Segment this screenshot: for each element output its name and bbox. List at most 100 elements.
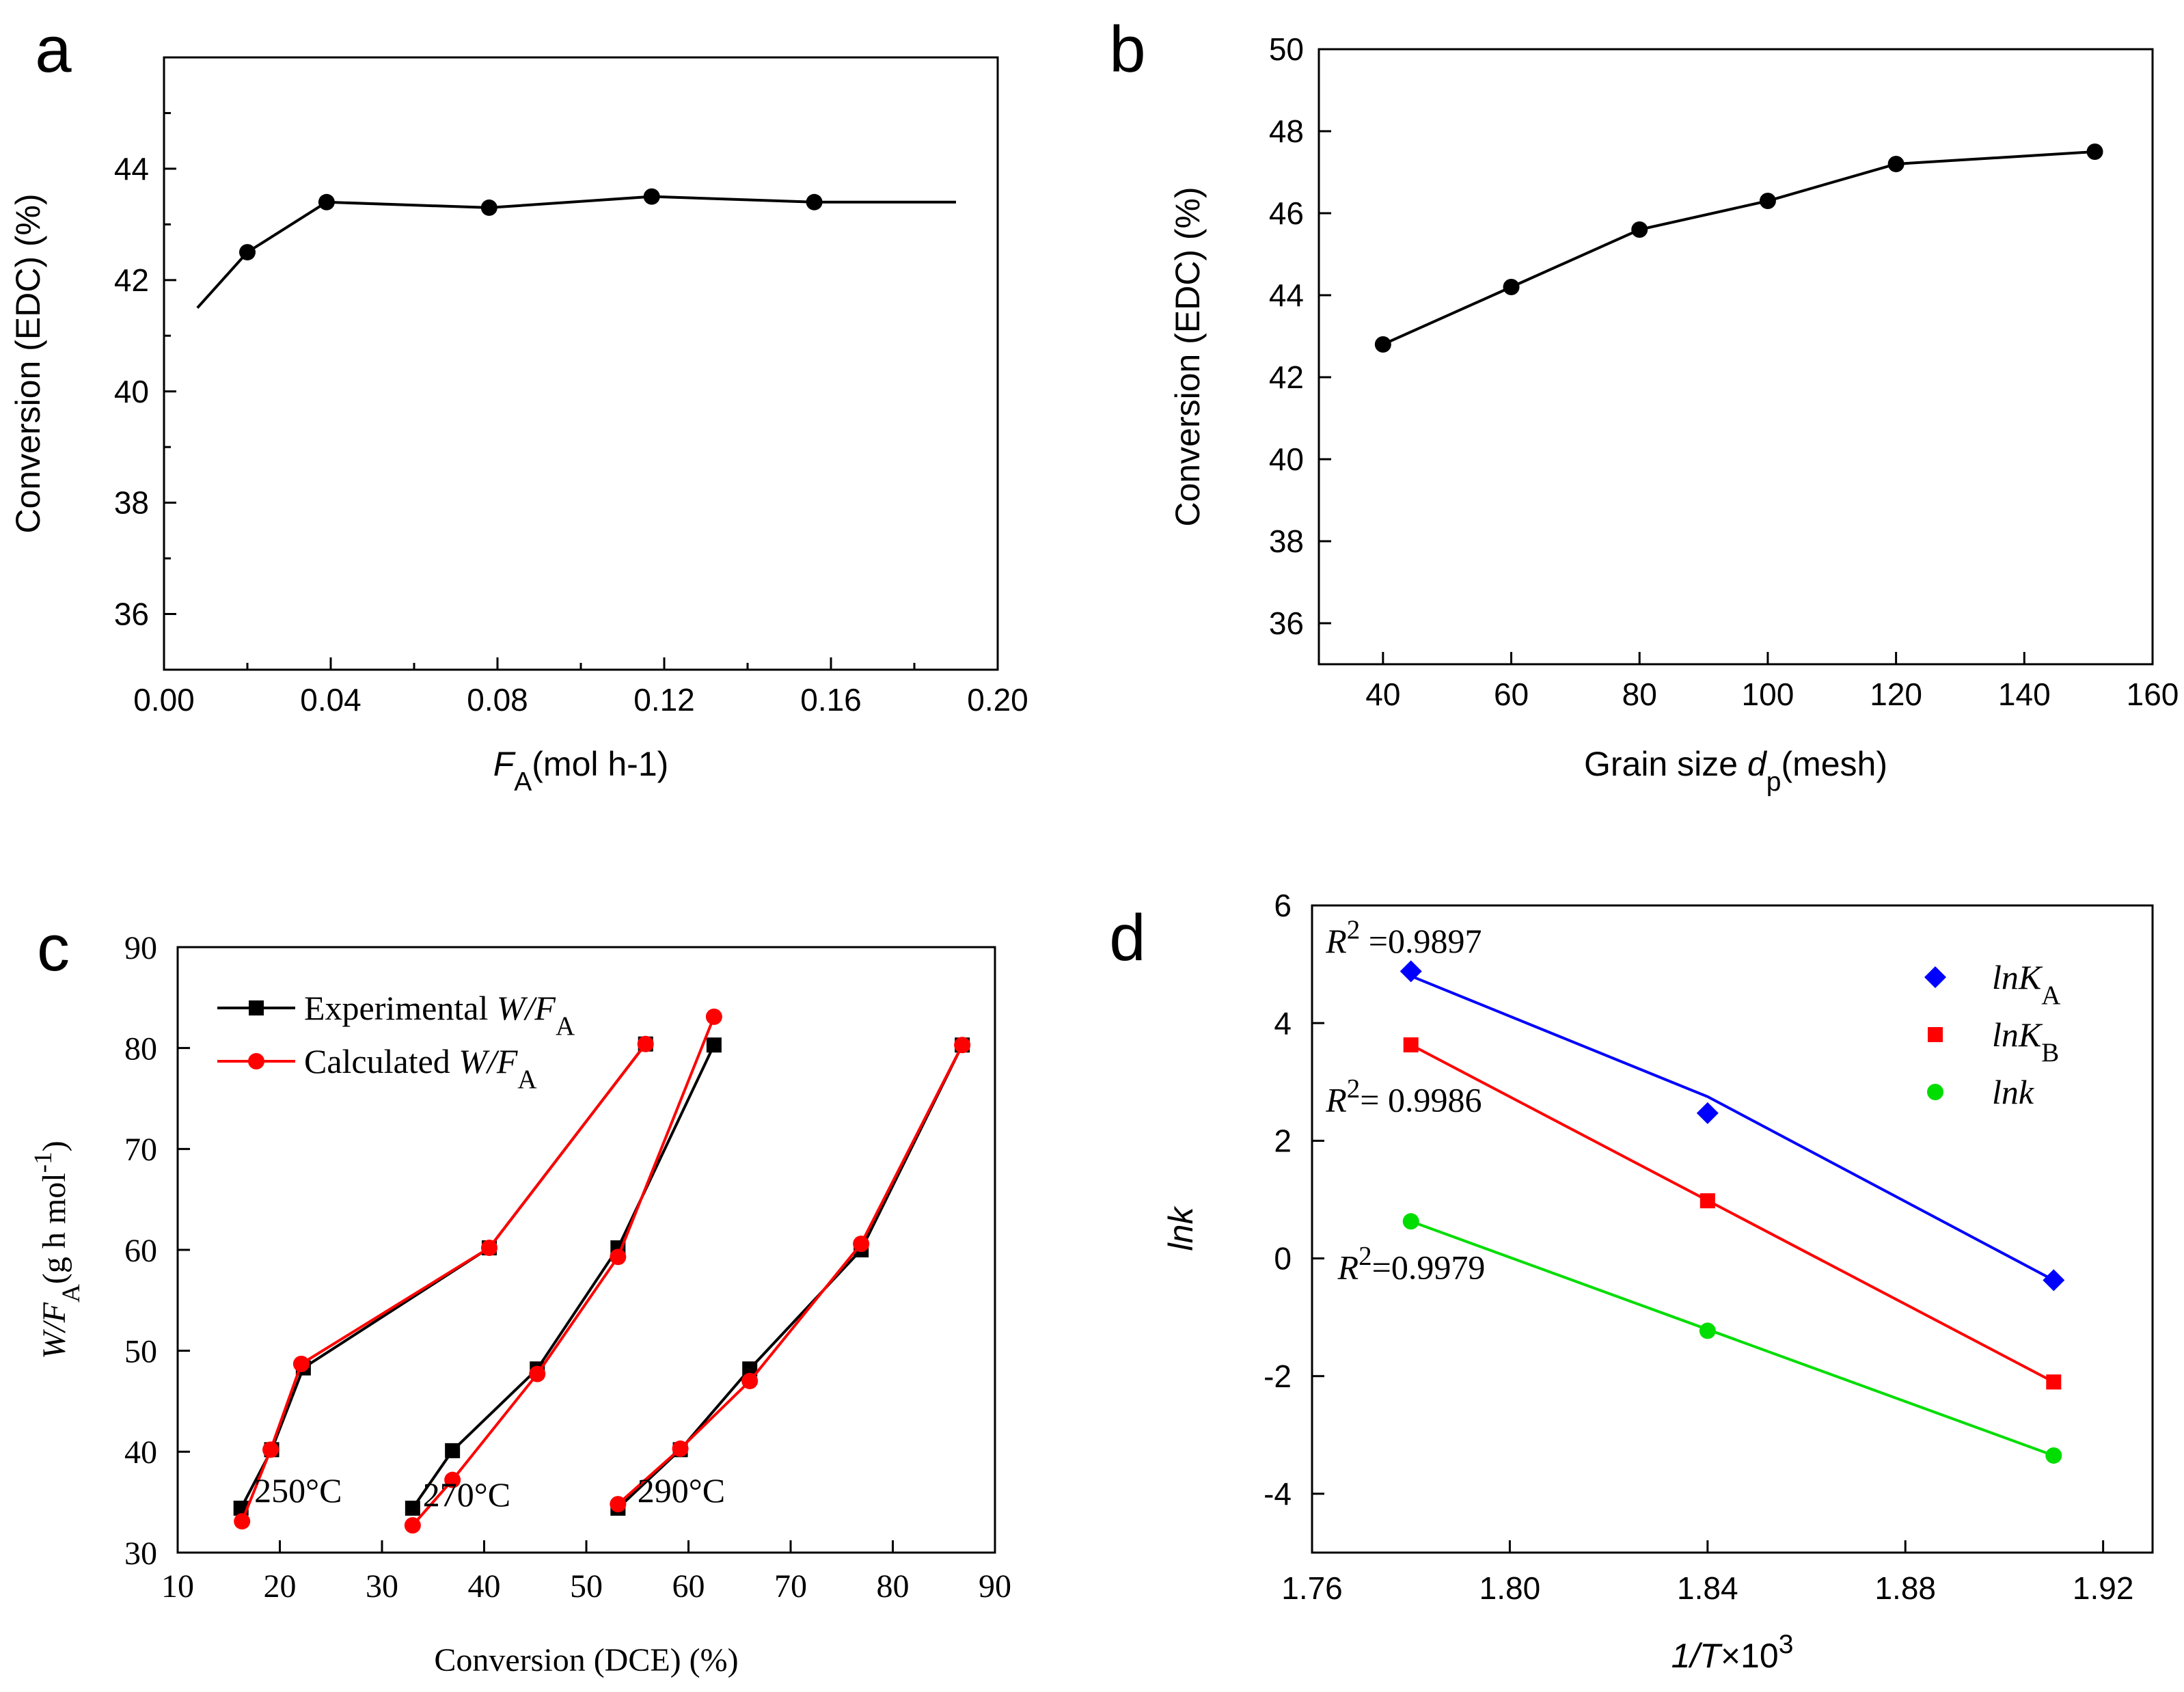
- data-point: [1374, 336, 1391, 353]
- y-tick-label: 6: [1274, 888, 1292, 923]
- data-point: [1400, 960, 1422, 983]
- series-conversion: [196, 188, 956, 309]
- x-axis-label: Grain size dp(mesh): [1584, 745, 1887, 797]
- x-tick-label: 40: [1365, 677, 1400, 712]
- x-tick-label: 30: [366, 1568, 398, 1605]
- y-axis-label: lnk: [1162, 1205, 1200, 1251]
- data-point: [444, 1471, 461, 1488]
- data-point: [2043, 1269, 2065, 1292]
- data-point: [234, 1513, 251, 1530]
- x-tick-label: 50: [570, 1568, 603, 1605]
- data-point: [2045, 1447, 2062, 1464]
- data-point: [1403, 1037, 1419, 1053]
- panel-label-a: a: [35, 13, 72, 86]
- data-point: [1699, 1322, 1716, 1339]
- y-tick-label: 2: [1274, 1123, 1292, 1158]
- x-axis-label: 1/T×103: [1671, 1630, 1794, 1676]
- y-axis-label: Conversion (EDC) (%): [9, 193, 47, 533]
- data-point: [610, 1496, 627, 1513]
- annotation: R2= 0.9986: [1325, 1074, 1482, 1119]
- y-tick-label: 42: [1269, 359, 1304, 395]
- panel-label-c: c: [37, 912, 70, 985]
- y-tick-label: 0: [1274, 1241, 1292, 1277]
- chart-panel-c: c 10 20 30 40 50 60 70 80 90 30 40 50 60 70 80 90 Convers…: [29, 912, 1012, 1678]
- series-line: [617, 1044, 964, 1505]
- annotation: 270°C: [423, 1475, 510, 1514]
- y-tick-label: 44: [114, 151, 149, 187]
- data-point: [404, 1517, 421, 1534]
- x-tick-label: 0.08: [467, 682, 528, 718]
- x-tick-label: 1.76: [1281, 1570, 1343, 1606]
- data-point: [445, 1443, 461, 1458]
- y-tick-label: 80: [124, 1031, 157, 1067]
- data-point: [643, 188, 660, 205]
- data-point: [239, 244, 256, 261]
- series-line: [241, 1043, 647, 1522]
- plot-frame: [176, 946, 996, 1554]
- data-point: [742, 1361, 758, 1377]
- data-point: [954, 1037, 971, 1054]
- y-tick-label: 38: [114, 485, 149, 521]
- x-tick-label: 0.04: [300, 682, 361, 718]
- annotation: 290°C: [638, 1471, 725, 1510]
- series-line: [411, 1044, 715, 1510]
- series-calculated-w-fa-270-c: [404, 1008, 722, 1534]
- plot-frame: [1311, 904, 2154, 1554]
- legend-marker: [1928, 1027, 1943, 1042]
- annotation: 250°C: [254, 1471, 342, 1510]
- x-tick-label: 40: [468, 1568, 501, 1605]
- data-point: [480, 199, 497, 216]
- annotation: R2 =0.9897: [1325, 914, 1482, 960]
- series-experimental-w-fa-290-c: [610, 1037, 970, 1516]
- data-point: [1631, 221, 1648, 238]
- series-line: [196, 195, 956, 309]
- y-tick-label: 4: [1274, 1005, 1292, 1041]
- x-tick-label: 20: [264, 1568, 297, 1605]
- panel-label-d: d: [1109, 901, 1145, 974]
- legend-label: lnk: [1992, 1073, 2034, 1111]
- x-tick-label: 1.84: [1677, 1570, 1738, 1606]
- chart-panel-b: b 40 60 80 100 120 140 160 36 38 40 42 44 46 48 50 Grain…: [1109, 13, 2179, 797]
- data-point: [1759, 193, 1776, 209]
- legend-marker: [1924, 966, 1946, 988]
- legend-label: Experimental W/FA: [304, 989, 575, 1041]
- y-tick-label: 46: [1269, 195, 1304, 231]
- y-tick-label: 50: [1269, 31, 1304, 67]
- series-lnkb: [1403, 1037, 2062, 1390]
- annotation: R2=0.9979: [1337, 1241, 1486, 1287]
- y-tick-label: -2: [1264, 1359, 1292, 1394]
- data-point: [292, 1355, 310, 1372]
- plot-frame: [163, 56, 999, 671]
- data-point: [405, 1501, 420, 1516]
- x-tick-label: 80: [877, 1568, 910, 1605]
- y-axis-label: W/FA(g h mol-1): [29, 1141, 85, 1359]
- chart-panel-a: a 0.00 0.04 0.08 0.12 0.16 0.20 36 38 40 42 44 FA(mo…: [9, 13, 1028, 797]
- fit-line: [1410, 974, 2055, 1282]
- x-tick-label: 1.80: [1479, 1570, 1541, 1606]
- data-point: [706, 1037, 722, 1053]
- y-tick-label: 36: [1269, 605, 1304, 641]
- data-point: [2086, 144, 2103, 160]
- y-tick-label: 40: [1269, 441, 1304, 477]
- x-tick-label: 1.92: [2073, 1570, 2134, 1606]
- y-tick-label: 40: [114, 374, 149, 409]
- y-tick-label: 40: [124, 1434, 157, 1471]
- data-point: [610, 1248, 627, 1266]
- x-tick-label: 10: [161, 1568, 194, 1605]
- data-point: [637, 1035, 654, 1052]
- y-tick-label: -4: [1264, 1476, 1292, 1512]
- series-line: [1382, 150, 2095, 346]
- data-point: [705, 1008, 722, 1025]
- data-point: [480, 1240, 497, 1257]
- x-axis-label: Conversion (DCE) (%): [434, 1642, 738, 1678]
- x-tick-label: 0.12: [633, 682, 695, 718]
- data-point: [318, 193, 335, 210]
- x-tick-label: 70: [774, 1568, 807, 1605]
- y-tick-label: 70: [124, 1132, 157, 1168]
- x-tick-label: 60: [672, 1568, 705, 1605]
- series-calculated-w-fa-290-c: [610, 1037, 971, 1513]
- x-tick-label: 0.20: [967, 682, 1028, 718]
- data-point: [1402, 1213, 1419, 1230]
- x-tick-label: 100: [1742, 677, 1794, 712]
